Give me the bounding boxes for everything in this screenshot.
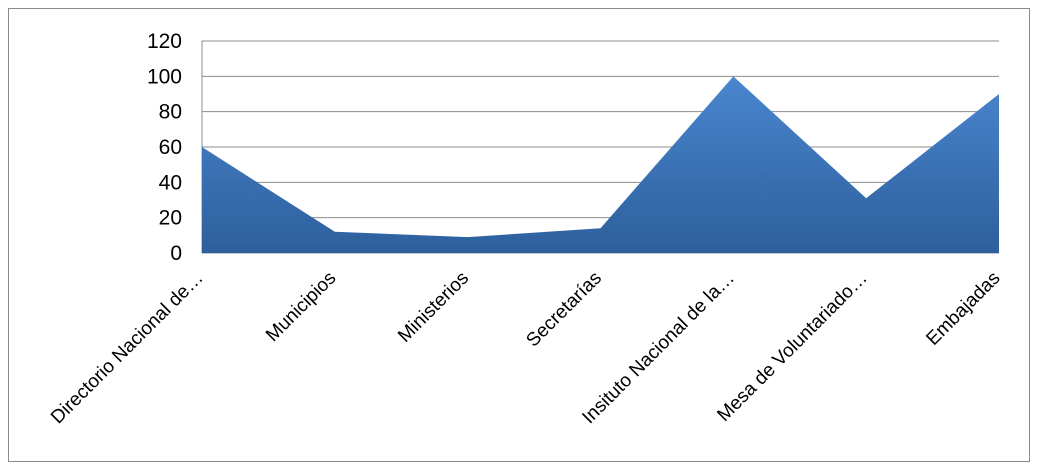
x-tick-label: Secretarías [522, 268, 606, 352]
y-tick-label: 80 [159, 101, 182, 124]
x-tick-label: Municipios [262, 268, 340, 346]
x-tick-label: Insituto Nacional de la… [578, 268, 738, 428]
y-tick-label: 120 [147, 30, 182, 53]
x-tick-label: Ministerios [394, 268, 473, 347]
y-axis-tick-labels: 0 20 40 60 80 100 120 [147, 30, 182, 265]
y-tick-label: 20 [159, 207, 182, 230]
y-tick-label: 40 [159, 171, 182, 194]
x-tick-label: Directorio Nacional de… [47, 268, 207, 428]
y-tick-label: 100 [147, 65, 182, 88]
x-tick-label: Mesa de Voluntariado… [713, 268, 871, 426]
area-series [202, 76, 999, 253]
y-tick-label: 60 [159, 136, 182, 159]
y-tick-label: 0 [170, 242, 182, 265]
x-axis-tick-labels: Directorio Nacional de… Municipios Ministe… [47, 268, 1004, 428]
area-fill [202, 76, 999, 253]
x-tick-label: Embajadas [922, 268, 1004, 350]
